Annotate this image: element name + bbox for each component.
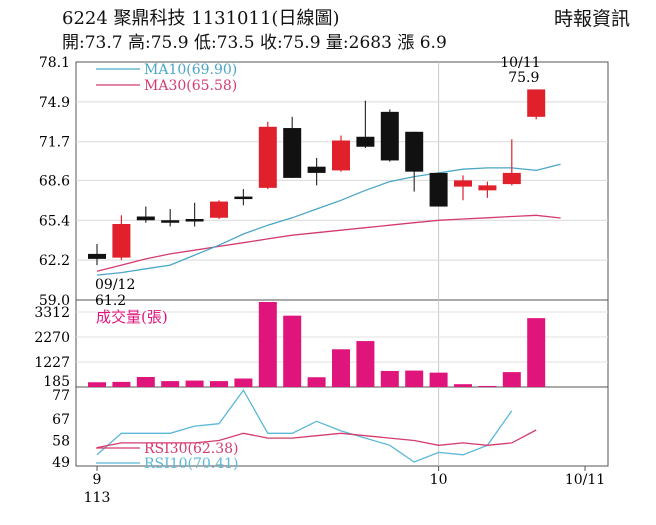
ma30-line [96,214,561,272]
price-tick-label: 65.4 [39,213,70,229]
candle-body [429,172,448,207]
rsi30-line [96,429,537,449]
price-tick-label: 74.9 [39,95,70,111]
candle-body [161,220,180,223]
low-price-label: 61.2 [95,293,126,309]
rsi-tick-label: 49 [52,455,70,471]
candle-body [454,180,472,187]
volume-tick-label: 3312 [34,305,70,321]
volume-bar [283,315,302,387]
volume-bar [405,370,424,387]
price-tick-label: 68.6 [39,173,70,189]
candle-body [502,172,521,185]
price-tick-label: 59.0 [39,293,70,309]
candle-body [185,219,204,222]
rsi10-legend-label: RSI10(70.41) [144,456,238,472]
volume-bar [210,381,228,387]
volume-bar [88,382,106,387]
rsi-tick-label: 58 [52,433,70,449]
candle-body [478,185,497,191]
volume-bar [454,384,472,387]
ma10-legend-label: MA10(69.90) [144,62,237,78]
rsi-tick-label: 67 [52,412,70,428]
candle-body [307,166,326,173]
x-tick-label: 9 [93,472,102,488]
volume-bar [161,381,180,387]
candle-body [380,111,399,161]
candle-body [258,126,277,188]
volume-bar [502,372,521,387]
volume-bar [185,380,204,387]
high-date-label: 10/11 [500,55,540,71]
x-tick-label: 10/11 [565,472,605,488]
ma10-line [96,163,561,276]
volume-tick-label: 185 [43,374,70,390]
source-label: 時報資訊 [553,8,630,30]
candle-body [405,131,424,172]
price-tick-label: 78.1 [39,55,70,71]
candle-body [136,216,155,221]
x-tick-label: 10 [430,472,448,488]
volume-tick-label: 2270 [34,330,70,346]
price-tick-label: 71.7 [39,135,70,151]
volume-bar [380,370,399,387]
volume-bar [234,378,253,387]
candle-body [356,136,375,147]
rsi30-legend-label: RSI30(62.38) [144,441,238,457]
chart-frame [75,61,609,467]
year-label: 113 [84,490,111,506]
volume-bar [307,377,326,387]
volume-bar [429,372,448,387]
low-date-label: 09/12 [95,277,135,293]
candle-body [112,223,131,258]
volume-bar [112,381,131,387]
volume-tick-label: 1227 [34,355,70,371]
high-price-label: 75.9 [508,70,539,86]
rsi-tick-label: 77 [52,388,70,404]
candle-body [234,196,253,200]
volume-bar [356,341,375,387]
volume-bar [332,349,350,387]
ma30-legend-label: MA30(65.58) [144,78,237,94]
candle-body [210,201,228,218]
rsi10-line [96,389,513,463]
volume-bar [527,318,546,387]
volume-legend-label: 成交量(張) [96,308,168,326]
candle-body [527,89,546,117]
chart-title: 6224 聚鼎科技 1131011(日線圖) [62,8,340,29]
volume-bar [258,302,277,387]
price-stats: 開:73.7 高:75.9 低:73.5 收:75.9 量:2683 漲 6.9 [62,33,447,53]
candle-body [283,128,302,178]
volume-bar [136,376,155,387]
candle-body [88,253,106,259]
price-tick-label: 62.2 [39,253,70,269]
candle-body [332,140,350,171]
volume-bar [478,385,497,387]
